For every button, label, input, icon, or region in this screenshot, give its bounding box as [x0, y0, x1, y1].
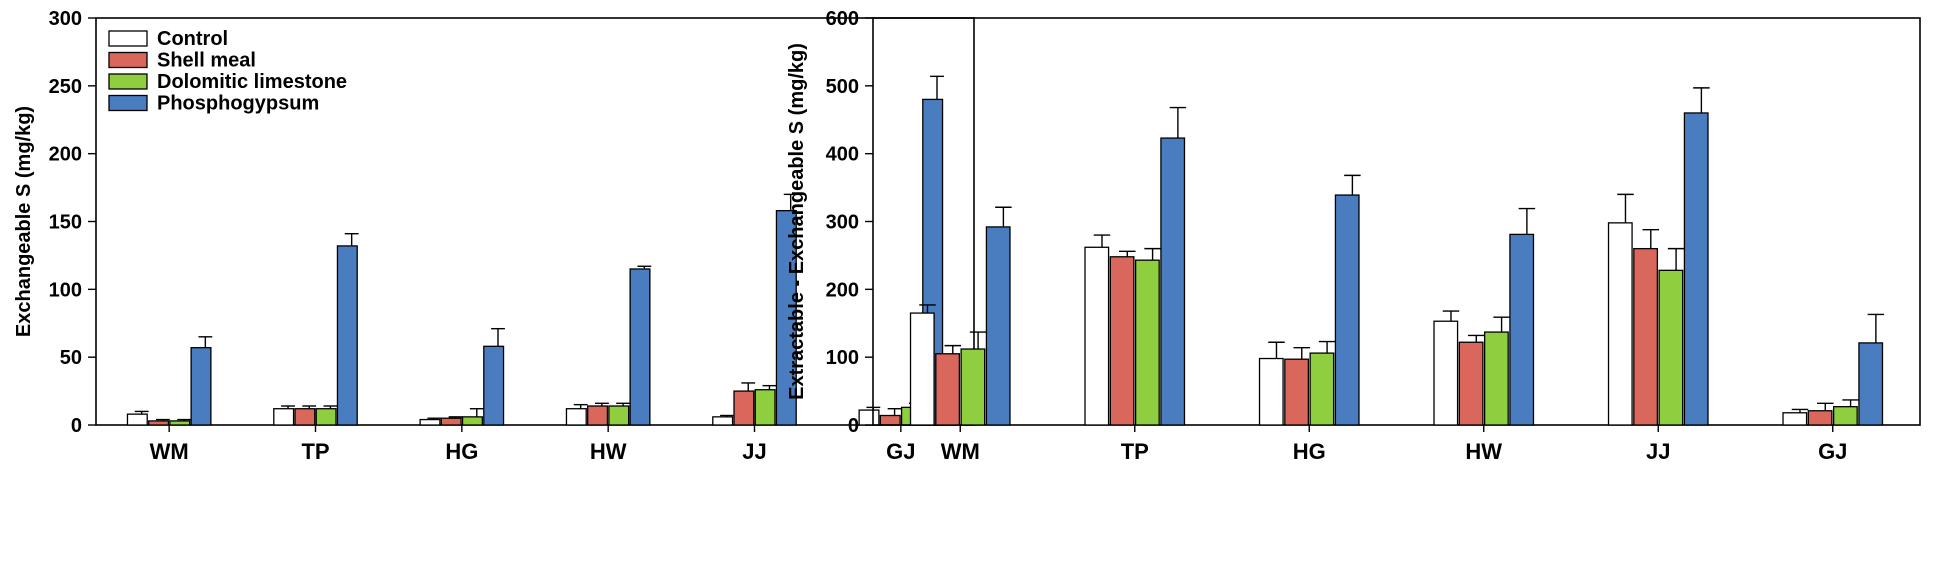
bar-phosphogypsum-gj [1858, 342, 1884, 426]
bar-dolomitic-limestone-hg [1309, 352, 1335, 426]
bar-control-tp [273, 408, 295, 426]
bar-phosphogypsum-hg [483, 345, 505, 426]
bar-shell-meal-gj [1807, 410, 1833, 426]
bar-phosphogypsum-jj [775, 209, 797, 426]
y-tick-label: 300 [49, 8, 82, 30]
extractable-minus-exchangeable-s-chart: 0 100 200 300 400 500 600 Extractable - Exchang… [786, 8, 1921, 464]
bar-control-jj [1607, 222, 1633, 426]
bar-dolomitic-limestone-tp [1134, 259, 1160, 426]
x-tick-label-wm: WM [941, 439, 980, 464]
x-tick-label-gj: GJ [886, 439, 915, 464]
bar-control-hg [419, 418, 441, 426]
legend-swatch-shell-meal [108, 51, 148, 69]
x-tick-label-jj: JJ [1646, 439, 1670, 464]
y-axis-title: Extractable - Exchangeable S (mg/kg) [786, 43, 808, 400]
x-tick-label-tp: TP [1121, 439, 1149, 464]
y-tick-label: 500 [826, 76, 859, 98]
bar-dolomitic-limestone-wm [960, 348, 986, 426]
x-tick-label-hw: HW [1465, 439, 1502, 464]
x-tick-label-wm: WM [150, 439, 189, 464]
x-tick-label-gj: GJ [1818, 439, 1847, 464]
bar-dolomitic-limestone-gj [1832, 406, 1858, 426]
x-tick-label-hg: HG [445, 439, 478, 464]
bar-control-hw [1433, 320, 1459, 426]
bar-shell-meal-jj [1633, 247, 1659, 426]
bar-shell-meal-hw [587, 405, 609, 426]
bar-control-tp [1084, 246, 1110, 426]
legend-label-dolomitic-limestone: Dolomitic limestone [157, 71, 347, 93]
y-axis-title: Exchangeable S (mg/kg) [13, 106, 35, 337]
bar-control-wm [909, 312, 935, 426]
bar-shell-meal-wm [935, 353, 961, 426]
bar-dolomitic-limestone-hw [608, 405, 630, 426]
y-tick-label: 50 [60, 347, 82, 369]
x-tick-label-hw: HW [590, 439, 627, 464]
bar-control-hg [1258, 357, 1284, 426]
bar-phosphogypsum-hw [1509, 233, 1535, 426]
bar-dolomitic-limestone-jj [1658, 269, 1684, 426]
legend-swatch-phosphogypsum [108, 94, 148, 112]
y-tick-label: 100 [826, 347, 859, 369]
bar-shell-meal-hg [440, 417, 462, 426]
bar-dolomitic-limestone-tp [315, 408, 337, 426]
bar-phosphogypsum-hg [1334, 194, 1360, 426]
legend-swatch-control [108, 30, 148, 47]
plot-frame [872, 17, 1921, 426]
y-tick-label: 400 [826, 144, 859, 166]
y-tick-label: 300 [826, 212, 859, 234]
y-tick-label: 0 [848, 415, 859, 437]
bar-phosphogypsum-tp [336, 245, 358, 426]
bar-control-hw [565, 408, 587, 426]
bar-phosphogypsum-wm [190, 347, 212, 426]
bar-dolomitic-limestone-hw [1483, 331, 1509, 426]
x-tick-label-jj: JJ [742, 439, 766, 464]
y-tick-label: 100 [49, 279, 82, 301]
x-tick-label-tp: TP [301, 439, 329, 464]
bar-phosphogypsum-wm [985, 226, 1011, 426]
bar-phosphogypsum-hw [629, 268, 651, 426]
bar-dolomitic-limestone-hg [461, 416, 483, 426]
bar-control-gj [1782, 412, 1808, 426]
bar-control-wm [126, 413, 148, 426]
bar-control-jj [712, 416, 734, 426]
bar-shell-meal-tp [294, 408, 316, 426]
y-tick-label: 250 [49, 76, 82, 98]
bar-phosphogypsum-tp [1160, 137, 1186, 426]
legend-swatch-dolomitic-limestone [108, 73, 148, 90]
bar-shell-meal-wm [148, 420, 170, 426]
bar-phosphogypsum-jj [1683, 112, 1709, 426]
y-tick-label: 150 [49, 212, 82, 234]
bar-dolomitic-limestone-jj [754, 389, 776, 426]
legend-label-control: Control [157, 28, 228, 50]
y-tick-label: 200 [826, 279, 859, 301]
x-tick-label-hg: HG [1293, 439, 1326, 464]
bar-dolomitic-limestone-wm [169, 420, 191, 426]
y-tick-label: 0 [71, 415, 82, 437]
bar-shell-meal-gj [879, 414, 901, 426]
legend-label-shell-meal: Shell meal [157, 50, 256, 72]
exchangeable-s-chart: 0 50 100 150 200 250 300 Exchangeable S (mg/kg)… [13, 8, 975, 464]
legend-label-phosphogypsum: Phosphogypsum [157, 93, 319, 115]
bar-shell-meal-hw [1458, 341, 1484, 426]
y-tick-label: 600 [826, 8, 859, 30]
y-tick-label: 200 [49, 144, 82, 166]
bar-shell-meal-hg [1284, 358, 1310, 426]
bar-shell-meal-tp [1109, 256, 1135, 426]
bar-shell-meal-jj [733, 390, 755, 426]
bar-control-gj [858, 409, 880, 426]
